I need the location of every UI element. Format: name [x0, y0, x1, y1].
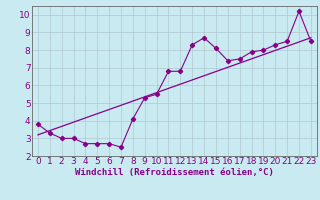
- X-axis label: Windchill (Refroidissement éolien,°C): Windchill (Refroidissement éolien,°C): [75, 168, 274, 177]
